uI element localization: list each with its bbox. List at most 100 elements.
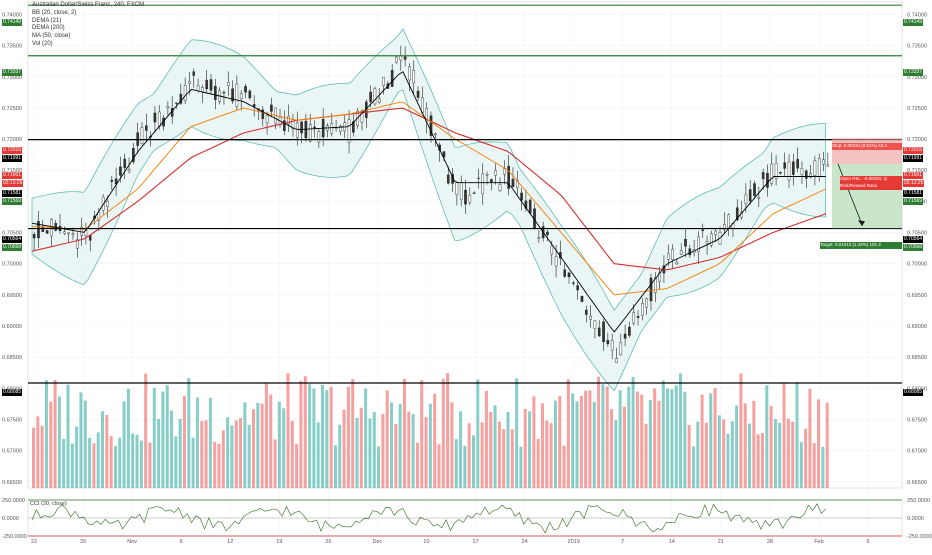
candle-body	[201, 87, 204, 92]
volume-bar	[493, 405, 497, 488]
candle-body	[783, 162, 787, 169]
candle-body	[41, 226, 45, 232]
candle-body	[744, 194, 748, 204]
risk-reward-label[interactable]: Risk/Reward Ratio	[840, 183, 902, 190]
time-axis-tick: Dec	[373, 539, 383, 545]
price-axis-tick: 0.68500	[907, 355, 927, 361]
time-axis-tick: 6	[866, 539, 869, 545]
time-axis-tick: Feb	[814, 539, 823, 545]
candle-body	[597, 327, 601, 337]
risk-zone[interactable]	[832, 138, 902, 164]
volume-bar	[558, 396, 562, 488]
target-label[interactable]: Target: 0.01013 (1.42%) 101.3	[820, 242, 902, 249]
candle-body	[434, 133, 437, 136]
time-axis-tick: 22	[31, 539, 37, 545]
candle-body	[481, 173, 485, 195]
volume-bar	[161, 391, 165, 488]
volume-bar	[243, 402, 247, 488]
volume-bar	[165, 385, 169, 488]
open-pl-label[interactable]: Open P&L: -0.00020, Q	[840, 176, 902, 183]
candle-body	[485, 174, 489, 176]
price-axis-tick: 0.71500	[907, 168, 927, 174]
volume-bar	[463, 445, 467, 488]
volume-bar	[333, 445, 337, 488]
price-tag: 0.71569	[2, 198, 23, 205]
candle-body	[796, 159, 799, 169]
volume-bar	[571, 393, 575, 488]
candle-body	[196, 85, 200, 91]
price-tag: 0.71581	[903, 190, 924, 197]
volume-bar	[381, 413, 385, 488]
volume-bar	[674, 385, 678, 488]
cci-axis-tick: -250.0000	[2, 534, 27, 540]
volume-bar	[687, 425, 691, 488]
volume-bar	[109, 436, 113, 488]
price-axis-tick: 0.69500	[907, 293, 927, 299]
candle-body	[679, 250, 683, 255]
volume-bar	[644, 423, 648, 488]
volume-bar	[424, 417, 428, 488]
volume-bar	[515, 378, 519, 488]
volume-bar	[799, 442, 803, 488]
candle-body	[710, 233, 713, 246]
volume-bar	[398, 403, 402, 488]
price-axis-tick: 0.70000	[2, 262, 22, 268]
stop-loss-label[interactable]: Stop: 0.00434 (0.61%) 43.4	[832, 143, 902, 150]
volume-bar	[208, 397, 212, 488]
volume-bar	[622, 406, 626, 488]
volume-bar	[144, 373, 148, 488]
volume-bar	[605, 386, 609, 488]
volume-bar	[57, 396, 61, 488]
volume-bar	[666, 388, 670, 488]
candle-body	[494, 170, 498, 176]
volume-bar	[213, 441, 217, 488]
volume-bar	[709, 393, 713, 488]
time-axis-tick: 28	[767, 539, 773, 545]
volume-bar	[433, 393, 437, 488]
volume-bar	[683, 391, 687, 488]
candle-body	[503, 168, 506, 175]
volume-bar	[62, 438, 66, 488]
candle-body	[235, 83, 239, 107]
price-axis-tick: 0.67500	[907, 417, 927, 423]
price-tag: 0.71569	[903, 198, 924, 205]
price-tag: 0.71991	[903, 155, 924, 162]
candle-body	[567, 272, 571, 278]
volume-bar	[627, 386, 631, 488]
time-axis-tick: 12	[227, 539, 233, 545]
volume-bar	[372, 411, 376, 488]
candle-body	[675, 261, 679, 265]
candle-body	[45, 230, 49, 234]
candle-body	[606, 340, 610, 345]
price-axis-tick: 0.73500	[907, 44, 927, 50]
candle-body	[817, 158, 821, 177]
volume-bar	[489, 411, 493, 488]
volume-bar	[36, 416, 40, 488]
price-tag: 05:13:26	[2, 180, 24, 187]
price-axis-tick: 0.70500	[907, 231, 927, 237]
cci-axis-tick: 250.0000	[907, 498, 930, 504]
candle-body	[572, 282, 575, 284]
candle-body	[779, 172, 782, 174]
volume-bar	[49, 401, 53, 488]
price-axis-tick: 0.74000	[907, 12, 927, 18]
candle-body	[804, 170, 808, 179]
volume-bar	[316, 422, 320, 488]
price-tag: 0.68085	[2, 389, 23, 396]
candle-body	[723, 224, 726, 230]
price-tag: 0.71581	[2, 190, 23, 197]
volume-bar	[579, 395, 583, 488]
candle-body	[666, 253, 670, 260]
candle-body	[205, 79, 208, 90]
volume-bar	[584, 390, 588, 488]
candle-body	[593, 320, 597, 329]
volume-bar	[420, 380, 424, 488]
volume-bar	[519, 446, 523, 488]
reward-zone[interactable]	[832, 163, 902, 229]
price-axis-tick: 0.72500	[2, 106, 22, 112]
price-tag: 0.72015	[2, 147, 23, 154]
candle-body	[390, 70, 394, 87]
volume-bar	[497, 421, 501, 488]
